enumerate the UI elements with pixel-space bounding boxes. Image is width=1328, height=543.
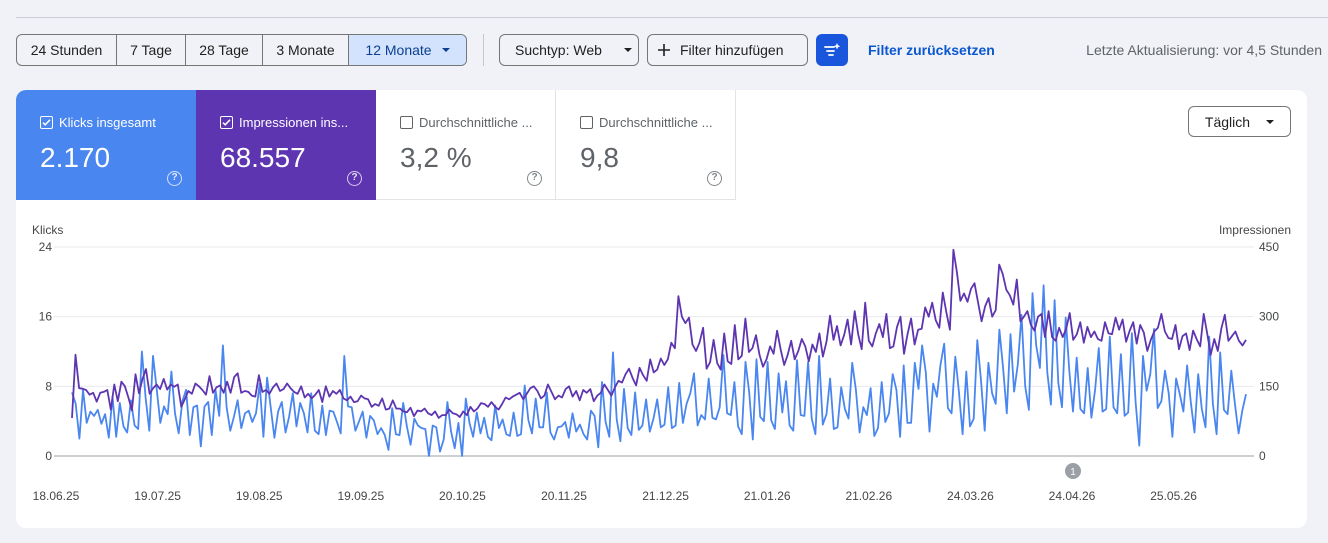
x-tick-label: 20.10.25 (439, 489, 486, 503)
metric-value: 9,8 (580, 142, 619, 173)
impressions-series-line (71, 248, 1247, 419)
left-tick-label: 24 (39, 240, 53, 254)
annotation-label: 1 (1070, 467, 1076, 478)
right-tick-label: 450 (1259, 240, 1279, 254)
chevron-down-icon (441, 48, 450, 52)
x-tick-label: 25.05.26 (1150, 489, 1197, 503)
metric-header: Klicks insgesamt (40, 115, 156, 130)
left-tick-label: 16 (39, 310, 53, 324)
range-12m-label: 12 Monate (365, 42, 432, 58)
left-axis-label: Klicks (32, 223, 63, 237)
metric-value: 2.170 (40, 142, 111, 173)
checkbox-unchecked-icon[interactable] (580, 116, 593, 129)
range-12m-button[interactable]: 12 Monate (349, 35, 466, 65)
help-icon[interactable]: ? (707, 171, 722, 186)
filter-settings-button[interactable] (816, 34, 848, 66)
range-7d-button[interactable]: 7 Tage (117, 35, 186, 65)
clicks-series-line (71, 284, 1247, 457)
toolbar: 24 Stunden 7 Tage 28 Tage 3 Monate 12 Mo… (16, 34, 1328, 66)
performance-chart: Klicks Impressionen 24 16 8 0 450 300 150 0 18.06.… (32, 223, 1291, 503)
right-axis-label: Impressionen (1219, 223, 1291, 237)
performance-card: Klicks insgesamt 2.170 ? Impressionen in… (16, 90, 1307, 528)
checkbox-checked-icon[interactable] (40, 116, 53, 129)
metric-value: 68.557 (220, 142, 306, 173)
range-24h-label: 24 Stunden (30, 42, 103, 58)
last-update-text: Letzte Aktualisierung: vor 4,5 Stunden (1086, 42, 1322, 58)
metric-label: Durchschnittliche ... (599, 115, 713, 130)
checkbox-checked-icon[interactable] (220, 116, 233, 129)
x-tick-label: 21.12.25 (642, 489, 689, 503)
checkbox-unchecked-icon[interactable] (400, 116, 413, 129)
chevron-down-icon (1266, 119, 1275, 124)
plus-icon (658, 44, 670, 56)
left-tick-label: 0 (45, 449, 52, 463)
date-range-segmented-control: 24 Stunden 7 Tage 28 Tage 3 Monate 12 Mo… (16, 34, 467, 66)
annotation-marker (1065, 463, 1081, 479)
range-7d-label: 7 Tage (130, 42, 172, 58)
add-filter-button[interactable]: Filter hinzufügen (647, 34, 808, 66)
x-tick-label: 19.07.25 (134, 489, 181, 503)
x-tick-label: 19.08.25 (236, 489, 283, 503)
range-3m-button[interactable]: 3 Monate (263, 35, 349, 65)
add-filter-label: Filter hinzufügen (680, 42, 784, 58)
top-divider (16, 17, 1328, 18)
metric-total-clicks[interactable]: Klicks insgesamt 2.170 ? (16, 90, 196, 200)
x-tick-label: 24.03.26 (947, 489, 994, 503)
granularity-label: Täglich (1204, 113, 1251, 130)
reset-filter-link[interactable]: Filter zurücksetzen (868, 42, 995, 58)
range-3m-label: 3 Monate (276, 42, 335, 58)
help-icon[interactable]: ? (347, 171, 362, 186)
right-tick-label: 300 (1259, 310, 1279, 324)
x-tick-label: 19.09.25 (337, 489, 384, 503)
metric-average-ctr[interactable]: Durchschnittliche ... 3,2 % ? (376, 90, 556, 200)
search-type-label: Suchtyp: Web (515, 42, 602, 58)
right-tick-label: 0 (1259, 449, 1266, 463)
range-24h-button[interactable]: 24 Stunden (17, 35, 117, 65)
help-icon[interactable]: ? (527, 171, 542, 186)
metric-label: Klicks insgesamt (59, 115, 156, 130)
search-type-dropdown[interactable]: Suchtyp: Web (499, 34, 639, 66)
metric-header: Impressionen ins... (220, 115, 348, 130)
range-28d-button[interactable]: 28 Tage (186, 35, 263, 65)
range-28d-label: 28 Tage (199, 42, 249, 58)
filter-sparkle-icon (824, 43, 841, 56)
metric-average-position[interactable]: Durchschnittliche ... 9,8 ? (556, 90, 736, 200)
toolbar-separator (483, 34, 484, 66)
chevron-down-icon (623, 48, 632, 52)
metric-label: Impressionen ins... (239, 115, 349, 130)
x-tick-label: 20.11.25 (541, 489, 587, 503)
x-tick-label: 18.06.25 (33, 489, 80, 503)
metric-total-impressions[interactable]: Impressionen ins... 68.557 ? (196, 90, 376, 200)
left-tick-label: 8 (45, 379, 52, 393)
metric-header: Durchschnittliche ... (400, 115, 532, 130)
right-tick-label: 150 (1259, 379, 1279, 393)
x-tick-label: 21.01.26 (744, 489, 791, 503)
metric-header: Durchschnittliche ... (580, 115, 712, 130)
granularity-dropdown[interactable]: Täglich (1188, 106, 1291, 137)
metric-label: Durchschnittliche ... (419, 115, 533, 130)
metric-value: 3,2 % (400, 142, 472, 173)
help-icon[interactable]: ? (167, 171, 182, 186)
x-tick-label: 24.04.26 (1049, 489, 1096, 503)
x-tick-label: 21.02.26 (845, 489, 892, 503)
